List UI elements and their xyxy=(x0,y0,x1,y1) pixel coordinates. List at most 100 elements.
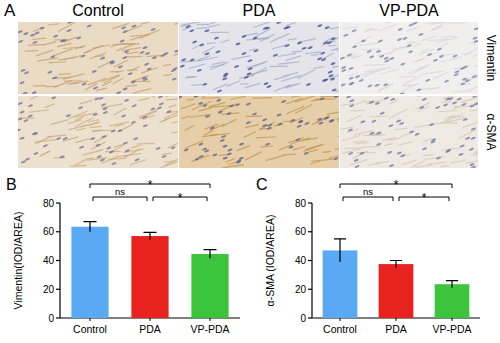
nucleus xyxy=(351,29,357,33)
y-tick xyxy=(56,202,60,203)
nucleus xyxy=(241,34,247,38)
nucleus xyxy=(462,65,468,69)
fiber xyxy=(441,101,451,103)
nucleus xyxy=(131,24,137,28)
fiber xyxy=(295,104,312,113)
micrograph-bg xyxy=(179,22,339,94)
fiber xyxy=(166,99,178,100)
nucleus xyxy=(443,103,449,107)
fiber xyxy=(197,57,217,61)
fiber xyxy=(337,120,339,122)
column-label: VP-PDA xyxy=(379,2,439,19)
nucleus xyxy=(102,107,108,111)
nucleus xyxy=(422,97,428,101)
nucleus xyxy=(304,122,310,126)
fiber xyxy=(218,104,237,112)
significance-label: ns xyxy=(363,186,373,197)
fiber xyxy=(450,160,466,163)
fiber xyxy=(278,53,296,56)
fiber xyxy=(196,27,207,29)
fiber xyxy=(454,91,472,93)
y-tick-label: 60 xyxy=(43,226,55,237)
nucleus xyxy=(472,75,478,79)
fiber xyxy=(28,110,49,112)
nucleus xyxy=(131,121,137,125)
nucleus xyxy=(18,39,23,43)
nucleus xyxy=(197,68,203,72)
fiber xyxy=(197,24,208,25)
nucleus xyxy=(215,50,221,54)
fiber xyxy=(339,105,340,108)
fiber xyxy=(174,22,178,24)
nucleus xyxy=(397,38,403,42)
fiber xyxy=(126,56,143,58)
fiber xyxy=(280,96,294,97)
nucleus xyxy=(397,27,403,31)
nucleus xyxy=(33,152,39,156)
fiber xyxy=(83,50,91,53)
fiber xyxy=(448,116,465,117)
fiber xyxy=(166,110,178,113)
nucleus xyxy=(101,103,107,107)
fiber xyxy=(96,88,107,91)
fiber xyxy=(220,40,229,43)
nucleus xyxy=(458,152,464,156)
nucleus xyxy=(366,50,372,54)
fiber xyxy=(398,76,416,78)
fiber xyxy=(362,146,380,147)
nucleus xyxy=(179,96,183,99)
nucleus xyxy=(281,100,287,104)
fiber xyxy=(209,102,226,106)
nucleus xyxy=(222,77,228,81)
fiber xyxy=(191,84,202,86)
nucleus xyxy=(348,82,354,86)
fiber xyxy=(422,71,444,74)
nucleus xyxy=(100,56,106,60)
fiber xyxy=(370,115,389,117)
fiber xyxy=(131,76,148,82)
nucleus xyxy=(161,155,167,159)
fiber xyxy=(48,62,65,63)
fiber xyxy=(240,83,248,85)
panel-label: B xyxy=(6,176,17,193)
fiber xyxy=(232,56,251,60)
nucleus xyxy=(414,132,420,136)
nucleus xyxy=(383,56,389,60)
fiber xyxy=(382,139,391,140)
nucleus xyxy=(473,39,478,43)
nucleus xyxy=(252,112,258,116)
fiber xyxy=(205,124,218,129)
fiber xyxy=(70,165,86,167)
panel-label: C xyxy=(256,176,268,193)
nucleus xyxy=(334,96,339,98)
nucleus xyxy=(296,124,302,128)
nucleus xyxy=(52,76,58,80)
nucleus xyxy=(122,87,128,91)
fiber xyxy=(64,80,82,82)
fiber xyxy=(282,73,298,77)
fiber xyxy=(124,149,144,152)
fiber xyxy=(470,109,478,112)
fiber xyxy=(418,64,430,70)
fiber xyxy=(378,53,393,56)
bar xyxy=(131,236,168,318)
nucleus xyxy=(205,114,211,118)
nucleus xyxy=(19,81,25,85)
nucleus xyxy=(25,157,31,161)
nucleus xyxy=(352,45,358,49)
fiber xyxy=(30,96,48,99)
significance-bracket xyxy=(93,197,147,201)
fiber xyxy=(347,115,362,122)
nucleus xyxy=(416,88,422,92)
nucleus xyxy=(111,162,117,166)
nucleus xyxy=(235,103,241,107)
nucleus xyxy=(235,42,241,46)
x-tick-label: VP-PDA xyxy=(432,323,471,335)
nucleus xyxy=(331,88,337,92)
nucleus xyxy=(157,106,163,110)
fiber xyxy=(384,144,393,146)
fiber xyxy=(37,58,58,61)
nucleus xyxy=(189,29,195,33)
fiber xyxy=(239,75,254,78)
nucleus xyxy=(469,147,475,151)
